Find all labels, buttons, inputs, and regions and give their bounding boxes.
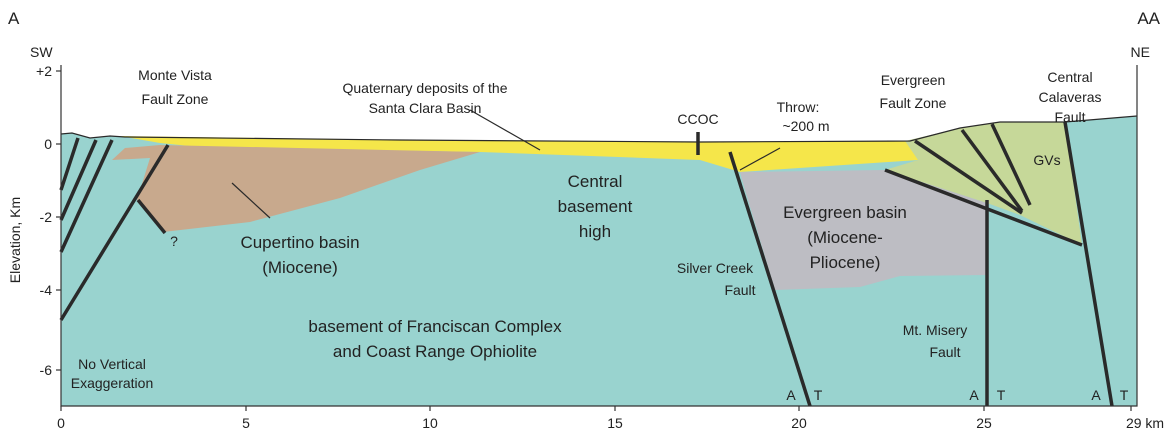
monte-vista-fault [59,144,170,321]
label: (Miocene) [262,258,338,277]
evergreen-fault [884,168,1083,247]
y-tick-label: -6 [40,362,53,378]
label: Throw: [777,99,820,115]
x-tick-label: 15 [607,415,623,431]
label: Pliocene) [810,253,881,272]
x-tick-label: 29 km [1126,415,1164,431]
label: Fault [724,282,755,298]
label: Fault [929,344,960,360]
x-tick-label: 25 [976,415,992,431]
leader [231,182,271,219]
evergreen-fault [990,123,1032,206]
monte-vista-fault [59,137,80,191]
leader [469,109,541,151]
label: Evergreen [881,72,946,88]
y-axis-title: Elevation, Km [7,197,23,283]
label: ~200 m [782,118,829,134]
leader [739,147,781,171]
label: GVs [1033,152,1060,168]
monte-vista-fault [136,198,167,235]
label: ? [170,233,178,249]
label: Monte Vista [138,67,212,83]
label: Fault [1054,109,1085,125]
x-tick-label: 20 [791,415,807,431]
y-tick-label: -4 [40,282,53,298]
y-tick-label: +2 [36,63,52,79]
direction: SW [30,44,53,60]
label: Central [1047,69,1092,85]
label: Silver Creek [677,260,754,276]
label: A [786,387,796,403]
axis-frame [60,65,1138,407]
ticks [56,70,1132,411]
corner-label: AA [1137,9,1160,28]
label: T [814,387,823,403]
label: and Coast Range Ophiolite [333,342,537,361]
label: CCOC [677,111,718,127]
silver-creek-fault [728,151,812,407]
x-tick-label: 0 [57,415,65,431]
label: (Miocene- [807,228,883,247]
corner-label: A [8,9,20,28]
label: No Vertical [78,356,146,372]
label: high [579,222,611,241]
calaveras-fault [1063,121,1114,407]
label: Santa Clara Basin [369,100,482,116]
surface [60,115,1138,143]
label: T [997,387,1006,403]
y-tick-label: 0 [44,136,52,152]
evergreen-fault [960,128,1024,213]
label: basement of Franciscan Complex [308,317,562,336]
x-ticks: 0 5 10 15 20 25 29 km [57,415,1164,431]
label: Fault Zone [880,95,947,111]
label: A [1091,387,1101,403]
y-ticks: +2 0 -2 -4 -6 [36,63,52,378]
monte-vista-fault [59,139,98,221]
label: Mt. Misery [903,322,968,338]
label: basement [558,197,633,216]
label: Exaggeration [71,375,154,391]
label: Evergreen basin [783,203,907,222]
label: Fault Zone [142,91,209,107]
label: T [1120,387,1129,403]
label: Central [568,172,623,191]
label: Quaternary deposits of the [343,80,508,96]
x-tick-label: 5 [242,415,250,431]
x-tick-label: 10 [422,415,438,431]
evergreen-unit [740,170,987,290]
direction: NE [1131,44,1150,60]
monte-vista-fault [59,139,114,253]
label: Cupertino basin [240,233,359,252]
y-tick-label: -2 [40,209,53,225]
quaternary-unit [120,136,918,172]
evergreen-fault [914,139,1023,215]
cupertino-unit [112,145,480,232]
label: A [969,387,979,403]
label: Calaveras [1038,89,1101,105]
